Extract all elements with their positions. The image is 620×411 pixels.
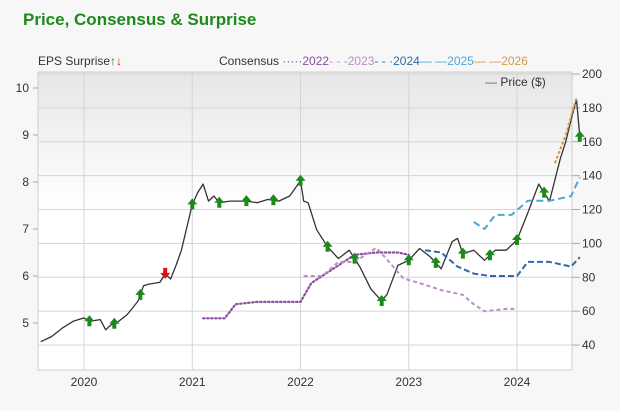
arrow-shape (241, 195, 252, 207)
arrow-shape (135, 288, 146, 300)
surprise-up-arrow-icon (349, 252, 360, 264)
left-tick-label: 10 (16, 81, 30, 95)
surprise-up-arrow-icon (268, 194, 279, 206)
arrow-shape (457, 247, 468, 259)
consensus-2024-label: 2024 (393, 54, 420, 68)
right-tick-label: 180 (582, 101, 602, 115)
consensus-2023-marker: - - - (329, 54, 348, 68)
surprise-up-arrow-icon (214, 196, 225, 208)
surprise-up-arrow-icon: ↑ (110, 54, 117, 68)
arrow-shape (295, 174, 306, 186)
arrow-shape (539, 186, 550, 198)
consensus-line-2023 (303, 246, 517, 313)
x-tick-label: 2022 (287, 375, 314, 389)
arrow-shape (187, 198, 198, 210)
consensus-2022-marker: ····· (282, 54, 303, 68)
surprise-up-arrow-icon (135, 288, 146, 300)
left-tick-label: 9 (22, 128, 29, 142)
right-tick-label: 80 (582, 270, 596, 284)
surprise-up-arrow-icon (512, 234, 522, 245)
surprise-up-arrow-icon (322, 240, 333, 252)
surprise-up-arrow-icon (430, 256, 441, 268)
price-line (40, 98, 581, 343)
consensus-line-2025 (473, 176, 581, 230)
consensus-2025-marker: — — (419, 54, 448, 68)
x-tick-label: 2023 (395, 375, 422, 389)
arrow-shape (214, 196, 225, 208)
surprise-markers (84, 130, 585, 329)
left-tick-label: 7 (22, 222, 29, 236)
right-axis: 40 60 80 100 120 140 160 180 200 (572, 67, 602, 352)
arrow-shape (574, 130, 585, 142)
surprise-up-arrow-icon (295, 174, 306, 186)
right-tick-label: 120 (582, 203, 602, 217)
left-tick-label: 6 (22, 269, 29, 283)
gridlines (38, 72, 572, 370)
price-legend: — Price ($) (485, 75, 546, 89)
consensus-2025-label: 2025 (447, 54, 474, 68)
surprise-up-arrow-icon (109, 317, 120, 329)
x-tick-label: 2024 (504, 375, 531, 389)
arrow-shape (376, 295, 387, 306)
arrow-shape (109, 317, 120, 329)
consensus-2023-label: 2023 (347, 54, 375, 68)
arrow-shape (268, 194, 279, 206)
left-tick-label: 5 (22, 316, 29, 330)
chart-title: Price, Consensus & Surprise (23, 10, 257, 29)
consensus-2022-label: 2022 (302, 54, 330, 68)
surprise-up-arrow-icon (84, 315, 95, 327)
price-label: Price ($) (500, 75, 546, 89)
consensus-2024-marker: - - · (374, 54, 394, 68)
x-tick-label: 2020 (71, 375, 98, 389)
consensus-label: Consensus (219, 54, 280, 68)
consensus-2026-marker: — — (473, 54, 502, 68)
x-tick-label: 2021 (179, 375, 206, 389)
right-tick-label: 160 (582, 135, 602, 149)
surprise-up-arrow-icon (187, 198, 198, 210)
right-tick-label: 100 (582, 236, 602, 250)
surprise-up-arrow-icon (241, 195, 252, 207)
arrow-shape (349, 252, 360, 264)
arrow-shape (322, 240, 333, 252)
surprise-up-arrow-icon (539, 186, 550, 198)
surprise-up-arrow-icon (574, 130, 585, 142)
surprise-down-arrow-icon: ↓ (116, 54, 123, 68)
right-tick-label: 60 (582, 304, 596, 318)
arrow-shape (160, 267, 171, 279)
plot-area (37, 71, 573, 371)
arrow-shape (512, 234, 522, 245)
x-axis: 2020 2021 2022 2023 2024 (71, 375, 531, 389)
consensus-line-2024 (424, 249, 581, 277)
eps-surprise-legend: EPS Surprise↑↓ (38, 54, 122, 68)
arrow-shape (430, 256, 441, 268)
arrow-shape (403, 254, 414, 266)
consensus-2026-label: 2026 (501, 54, 528, 68)
surprise-up-arrow-icon (403, 254, 414, 266)
right-tick-label: 40 (582, 338, 596, 352)
left-tick-label: 8 (22, 175, 29, 189)
eps-surprise-label: EPS Surprise (38, 54, 111, 68)
series-lines (40, 97, 581, 343)
left-axis: 5 6 7 8 9 10 (16, 81, 38, 330)
right-tick-label: 140 (582, 169, 602, 183)
price-line-marker: — (485, 75, 497, 89)
arrow-shape (484, 249, 495, 261)
arrow-shape (84, 315, 95, 327)
surprise-up-arrow-icon (376, 295, 387, 306)
consensus-legend: Consensus ·····2022- - -2023- - ·2024— —… (219, 54, 528, 68)
right-tick-label: 200 (582, 67, 602, 81)
consensus-line-2026 (553, 97, 578, 164)
surprise-up-arrow-icon (484, 249, 495, 261)
surprise-down-arrow-icon (160, 267, 171, 279)
surprise-up-arrow-icon (457, 247, 468, 259)
